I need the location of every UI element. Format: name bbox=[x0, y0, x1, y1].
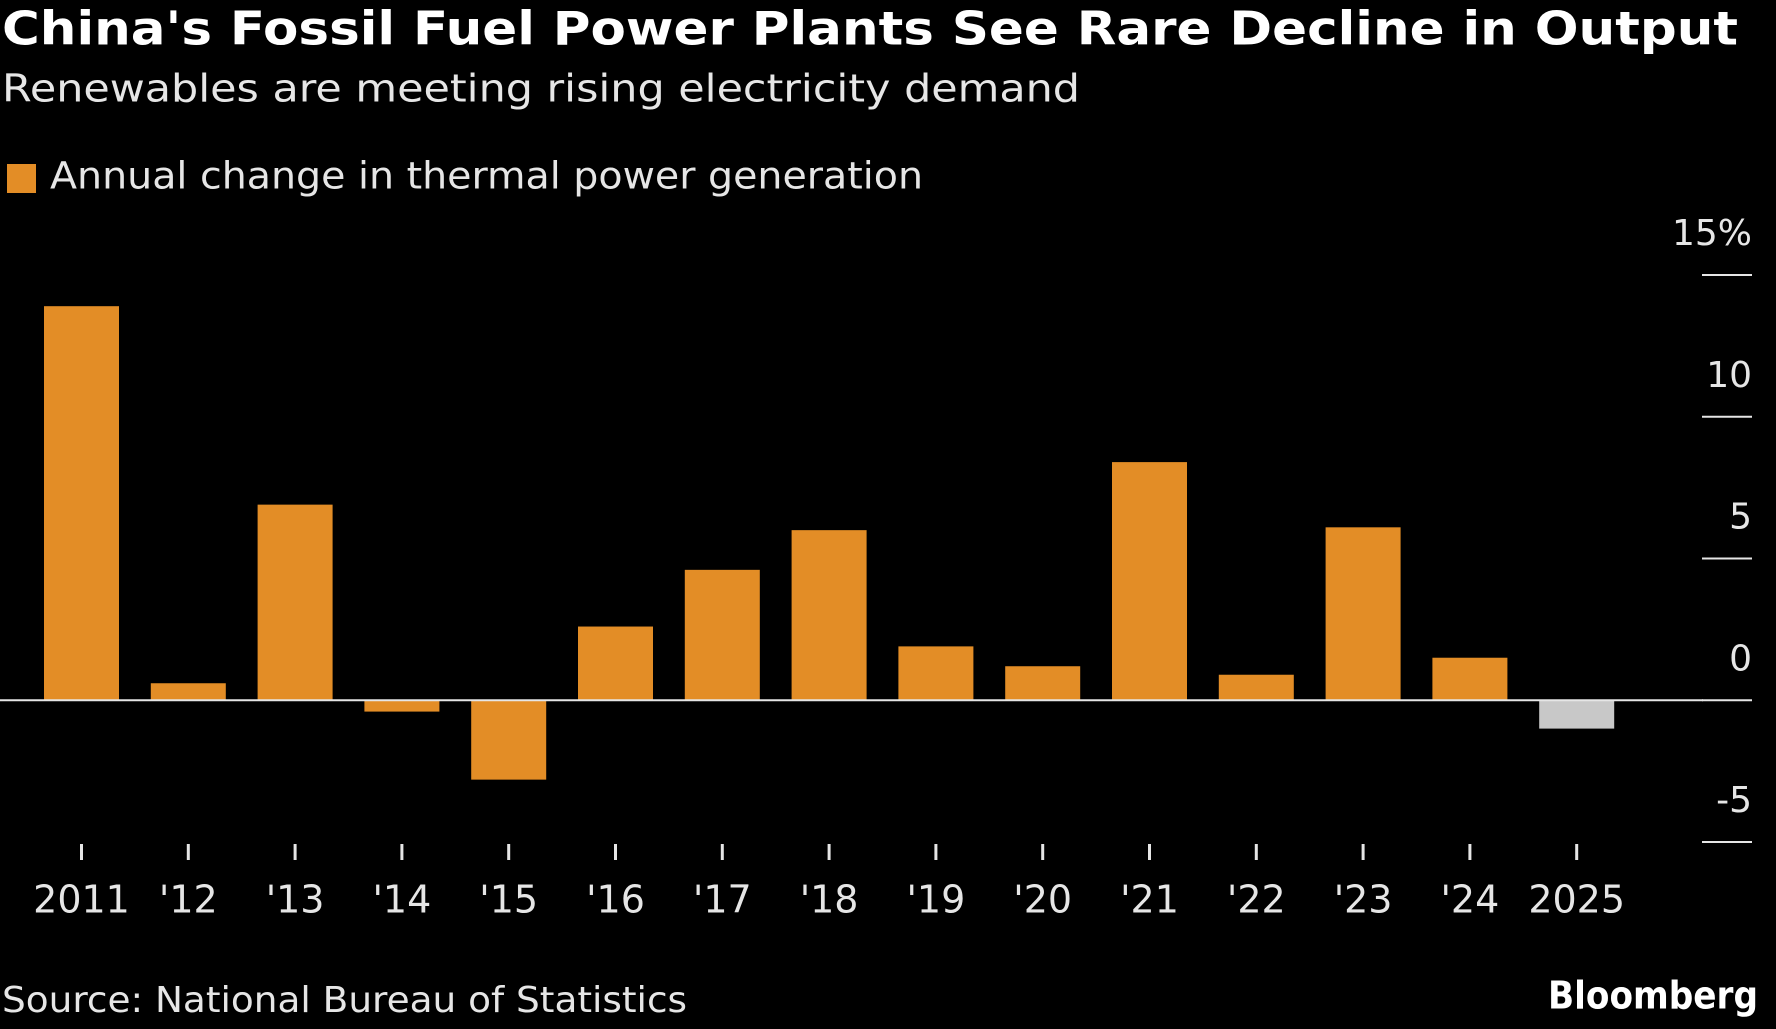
bar bbox=[578, 626, 653, 701]
y-tick-label: -5 bbox=[1716, 780, 1752, 821]
bar bbox=[1539, 700, 1615, 729]
x-tick-label: '13 bbox=[266, 878, 325, 922]
bar bbox=[1432, 657, 1508, 701]
chart-subtitle: Renewables are meeting rising electricit… bbox=[2, 67, 1080, 111]
source: Source: National Bureau of Statistics bbox=[2, 980, 687, 1021]
x-tick-label: '15 bbox=[479, 878, 538, 922]
x-tick-label: '16 bbox=[586, 878, 645, 922]
y-tick-label: 10 bbox=[1706, 355, 1752, 396]
x-tick-label: '20 bbox=[1013, 878, 1072, 922]
bar bbox=[1218, 674, 1294, 701]
x-tick-label: '17 bbox=[693, 878, 752, 922]
bar bbox=[150, 683, 226, 701]
bar bbox=[364, 700, 440, 712]
x-tick-label: '19 bbox=[906, 878, 965, 922]
bar bbox=[1005, 666, 1081, 701]
bar bbox=[1112, 462, 1187, 701]
x-tick-label: '14 bbox=[372, 878, 431, 922]
x-tick-label: '23 bbox=[1334, 878, 1393, 922]
x-tick-label: '22 bbox=[1227, 878, 1286, 922]
bar bbox=[791, 530, 867, 701]
bar bbox=[257, 504, 333, 701]
y-tick-label: 5 bbox=[1729, 497, 1752, 538]
y-tick-label: 15% bbox=[1672, 213, 1752, 254]
y-tick-label: 0 bbox=[1729, 638, 1752, 679]
bar bbox=[1325, 527, 1401, 701]
legend-swatch bbox=[7, 164, 36, 193]
bar bbox=[44, 306, 119, 701]
bar bbox=[898, 646, 974, 701]
x-tick-label: '18 bbox=[800, 878, 859, 922]
x-tick-label: 2011 bbox=[33, 878, 130, 922]
x-tick-label: '21 bbox=[1120, 878, 1179, 922]
chart-title: China's Fossil Fuel Power Plants See Rar… bbox=[2, 2, 1738, 56]
legend-label: Annual change in thermal power generatio… bbox=[50, 155, 923, 198]
x-tick-label: '12 bbox=[159, 878, 218, 922]
x-tick-label: '24 bbox=[1440, 878, 1499, 922]
brand: Bloomberg bbox=[1548, 974, 1758, 1018]
bar bbox=[684, 569, 760, 701]
x-tick-label: 2025 bbox=[1528, 878, 1625, 922]
bar bbox=[471, 700, 547, 780]
